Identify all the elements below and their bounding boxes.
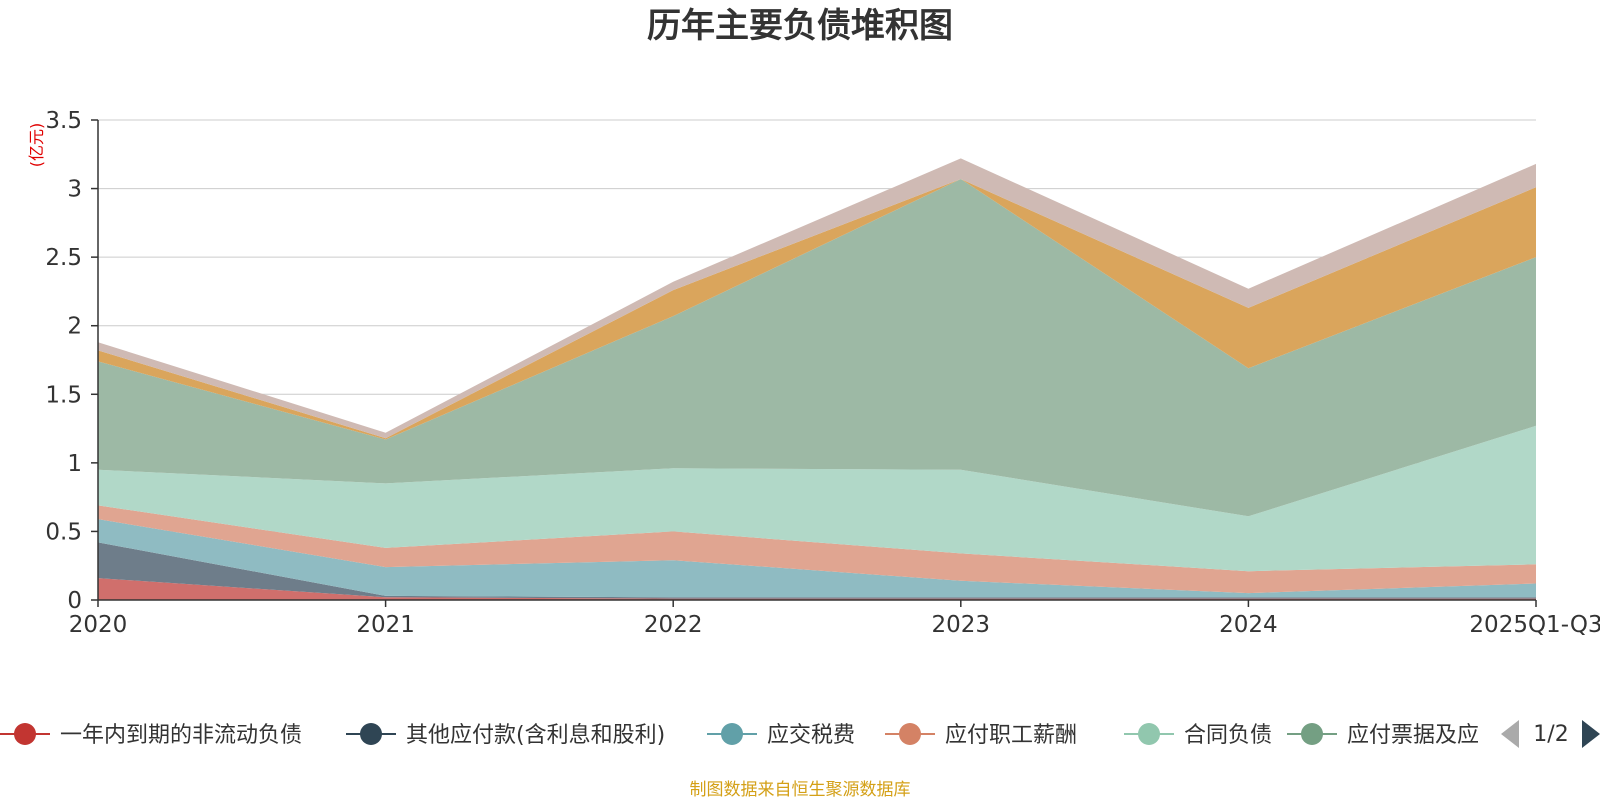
legend-marker (360, 723, 382, 745)
legend-label: 应交税费 (767, 723, 855, 748)
x-tick-label: 2022 (644, 612, 703, 638)
y-tick-label: 1 (67, 451, 82, 477)
legend-label: 合同负债 (1184, 723, 1272, 748)
y-tick-label: 0 (67, 588, 82, 614)
area-1 (98, 578, 1536, 600)
y-tick-label: 1.5 (45, 382, 82, 408)
y-tick-label: 2 (67, 314, 82, 340)
area-8 (98, 158, 1536, 439)
legend-label: 应付职工薪酬 (945, 723, 1077, 748)
area-7 (98, 179, 1536, 440)
legend-marker (14, 723, 36, 745)
legend-marker (899, 723, 921, 745)
legend-marker (1138, 723, 1160, 745)
x-tick-label: 2020 (69, 612, 128, 638)
legend-item[interactable]: 应付票据及应 (1287, 723, 1479, 748)
triangle-left-icon[interactable] (1501, 720, 1519, 748)
source-note: 制图数据来自恒生聚源数据库 (690, 780, 911, 800)
legend-item[interactable]: 合同负债 (1124, 723, 1272, 748)
x-tick-label: 2025Q1-Q3 (1469, 612, 1600, 638)
area-6 (98, 179, 1536, 517)
legend-marker (1301, 723, 1323, 745)
x-tick-label: 2023 (932, 612, 991, 638)
legend-label: 其他应付款(含利息和股利) (406, 723, 665, 748)
legend-marker (721, 723, 743, 745)
y-tick-label: 3 (67, 177, 82, 203)
x-tick-label: 2021 (356, 612, 415, 638)
y-tick-label: 2.5 (45, 245, 82, 271)
legend-label: 一年内到期的非流动负债 (60, 723, 302, 748)
area-4 (98, 505, 1536, 594)
y-tick-label: 0.5 (45, 519, 82, 545)
area-5 (98, 425, 1536, 572)
legend-item[interactable]: 应付职工薪酬 (885, 723, 1077, 748)
x-tick-labels: 2020 2021 2022 2023 2024 2025Q1-Q3 (69, 600, 1600, 638)
legend-page-indicator: 1/2 (1533, 722, 1568, 747)
y-tick-label: 3.5 (45, 108, 82, 134)
legend-item[interactable]: 应交税费 (707, 723, 855, 748)
area-3 (98, 519, 1536, 598)
legend-label: 应付票据及应 (1347, 723, 1479, 748)
legend: 一年内到期的非流动负债 其他应付款(含利息和股利) 应交税费 应付职工薪酬 合同负债 应付… (0, 723, 1479, 748)
area-series (98, 158, 1536, 600)
y-tick-labels: 0 0.5 1 1.5 2 2.5 3 3.5 (45, 108, 98, 614)
axes (97, 120, 1536, 601)
legend-item[interactable]: 一年内到期的非流动负债 (0, 723, 302, 748)
x-tick-label: 2024 (1219, 612, 1278, 638)
chart-title: 历年主要负债堆积图 (647, 6, 953, 46)
triangle-right-icon[interactable] (1582, 720, 1600, 748)
legend-item[interactable]: 其他应付款(含利息和股利) (346, 723, 665, 748)
legend-pager: 1/2 (1501, 720, 1600, 748)
y-axis-unit: (亿元) (27, 123, 46, 168)
